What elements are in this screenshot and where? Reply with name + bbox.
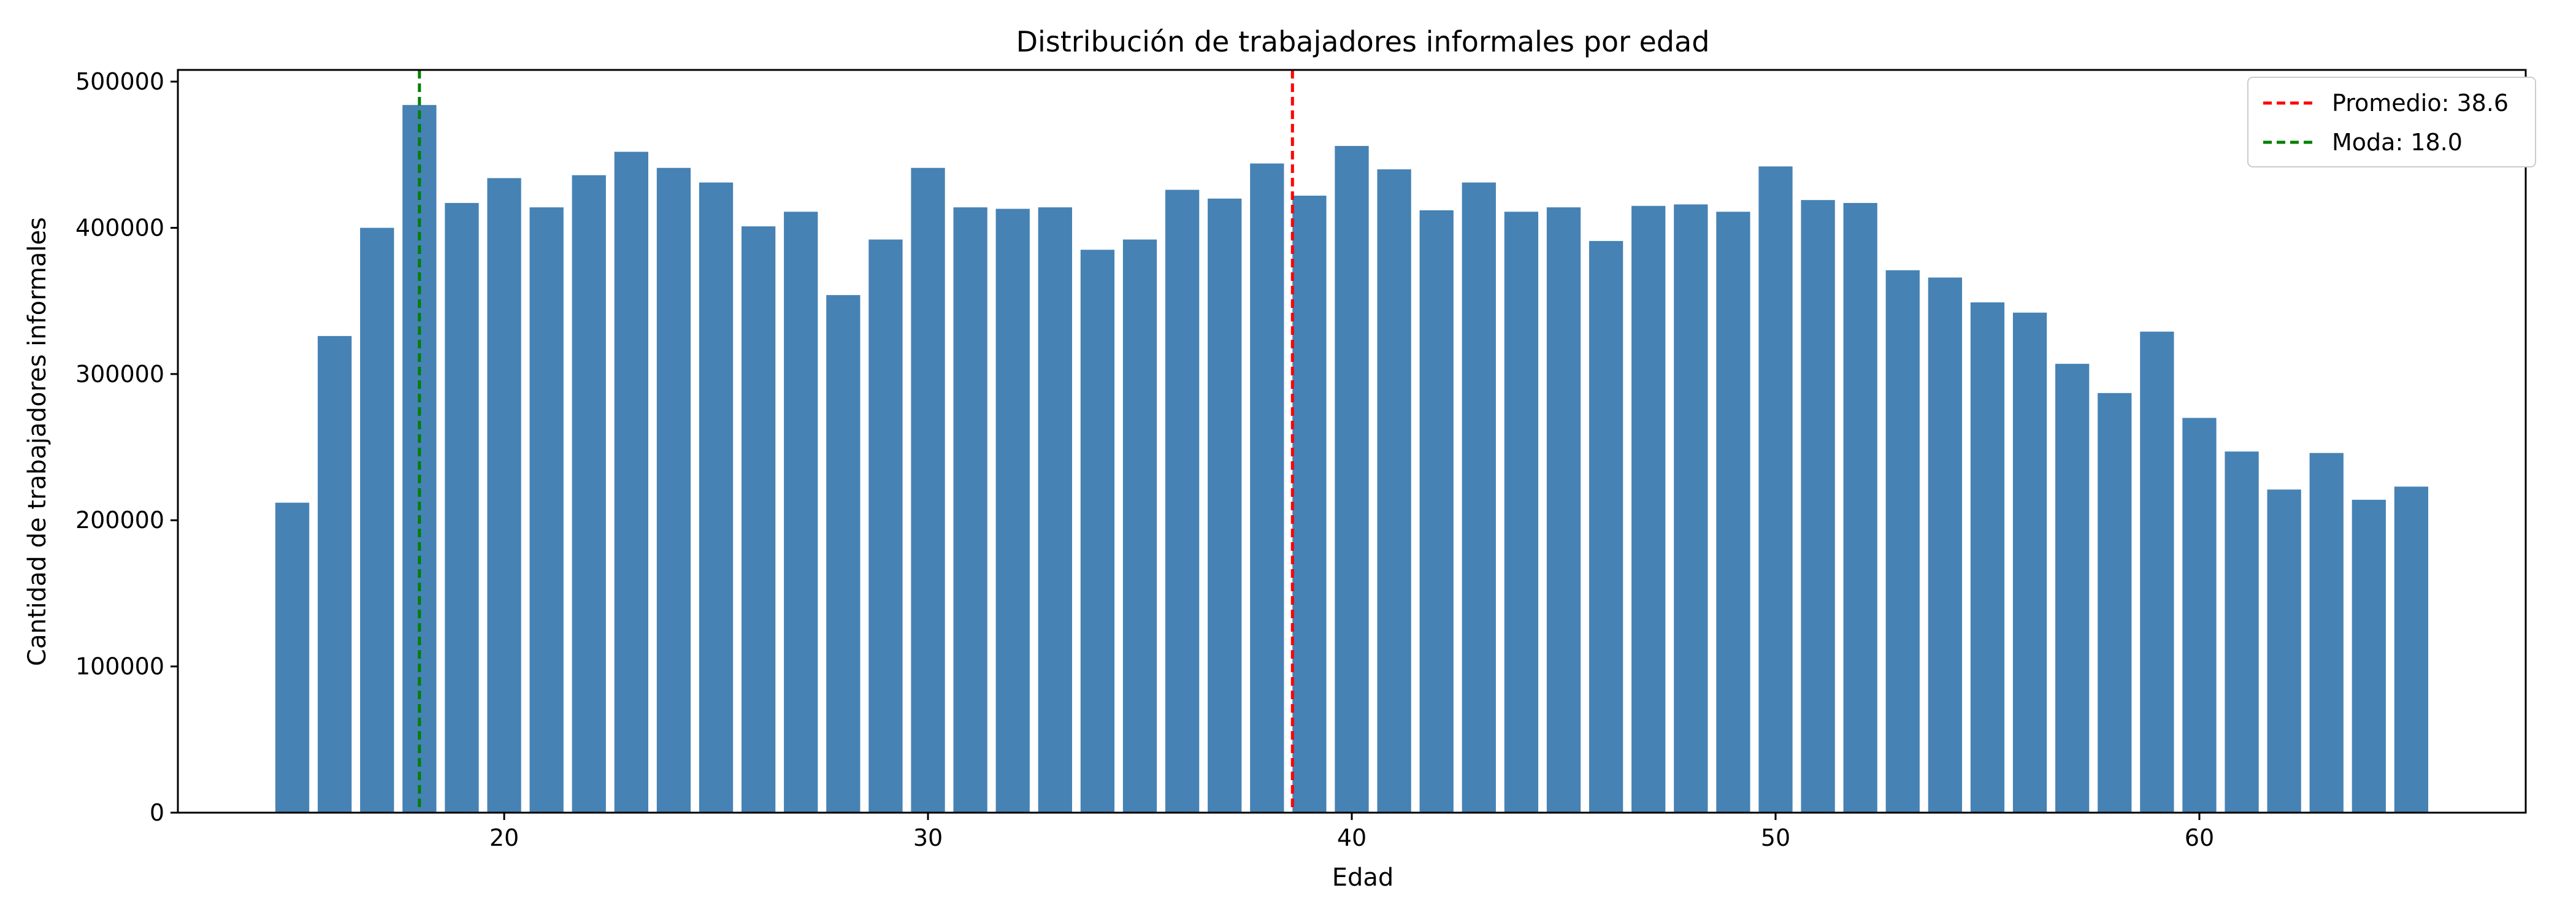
- bar-age-33: [1038, 207, 1072, 813]
- reference-lines-layer: [418, 70, 1294, 813]
- bar-age-53: [1885, 270, 1920, 813]
- bar-age-47: [1631, 205, 1666, 813]
- bar-age-55: [1970, 302, 2005, 813]
- bar-age-24: [656, 167, 691, 813]
- x-tick-label-60: 60: [2185, 824, 2214, 851]
- bar-age-25: [699, 182, 734, 813]
- bar-age-38: [1250, 163, 1284, 813]
- bar-age-32: [995, 209, 1030, 813]
- y-tick-label-100000: 100000: [75, 653, 164, 680]
- bar-age-30: [911, 167, 945, 813]
- y-tick-label-400000: 400000: [75, 214, 164, 241]
- bar-age-65: [2394, 486, 2429, 813]
- bar-age-48: [1674, 204, 1708, 813]
- bar-age-61: [2225, 451, 2259, 813]
- bar-age-57: [2055, 364, 2090, 813]
- chart-title: Distribución de trabajadores informales …: [1016, 25, 1710, 58]
- bar-age-60: [2182, 418, 2217, 813]
- bar-age-54: [1928, 277, 1963, 813]
- bar-age-23: [614, 151, 648, 813]
- bar-age-62: [2267, 489, 2301, 813]
- x-tick-label-30: 30: [913, 824, 943, 851]
- legend-label-moda: Moda: 18.0: [2332, 129, 2463, 156]
- bar-age-49: [1716, 212, 1750, 813]
- bar-age-22: [572, 175, 606, 813]
- bar-age-27: [784, 212, 818, 813]
- bar-age-37: [1208, 198, 1242, 813]
- x-tick-label-50: 50: [1761, 824, 1790, 851]
- bar-age-17: [360, 228, 394, 813]
- bar-age-52: [1843, 202, 1877, 813]
- y-tick-label-300000: 300000: [75, 361, 164, 388]
- bar-age-44: [1504, 212, 1539, 813]
- bar-age-39: [1292, 196, 1327, 813]
- bar-age-36: [1165, 190, 1200, 813]
- bar-age-51: [1801, 200, 1835, 813]
- bar-age-15: [275, 502, 310, 813]
- legend-box: [2247, 77, 2536, 167]
- bar-age-50: [1758, 166, 1793, 813]
- legend-label-promedio: Promedio: 38.6: [2332, 90, 2509, 117]
- y-axis-label: Cantidad de trabajadores informales: [23, 217, 52, 666]
- bar-age-21: [529, 207, 564, 813]
- x-ticks: 20 30 40 50 60: [489, 813, 2214, 851]
- bar-age-43: [1462, 182, 1496, 813]
- bars-layer: [275, 105, 2429, 813]
- bar-age-19: [445, 202, 479, 813]
- bar-age-41: [1377, 169, 1411, 813]
- bar-age-16: [318, 335, 352, 813]
- bar-age-20: [487, 178, 521, 813]
- bar-age-35: [1122, 239, 1157, 813]
- bar-age-56: [2012, 312, 2047, 813]
- bar-age-64: [2352, 499, 2386, 813]
- y-ticks: 0 100000 200000 300000 400000 500000: [75, 68, 178, 826]
- x-tick-label-40: 40: [1337, 824, 1367, 851]
- bar-age-58: [2098, 393, 2132, 813]
- y-tick-label-0: 0: [150, 799, 164, 826]
- bar-age-31: [953, 207, 987, 813]
- bar-age-34: [1080, 250, 1115, 813]
- bar-age-40: [1335, 145, 1369, 813]
- x-axis-label: Edad: [1332, 864, 1394, 892]
- legend: Promedio: 38.6 Moda: 18.0: [2247, 77, 2536, 167]
- bar-age-45: [1546, 207, 1581, 813]
- bar-age-46: [1589, 240, 1623, 813]
- bar-age-42: [1419, 210, 1454, 813]
- bar-age-29: [868, 239, 903, 813]
- y-tick-label-200000: 200000: [75, 507, 164, 534]
- bar-age-28: [826, 295, 861, 813]
- bar-age-63: [2309, 453, 2344, 813]
- y-tick-label-500000: 500000: [75, 68, 164, 95]
- bar-age-26: [741, 226, 776, 813]
- x-tick-label-20: 20: [489, 824, 519, 851]
- bar-age-59: [2140, 331, 2174, 813]
